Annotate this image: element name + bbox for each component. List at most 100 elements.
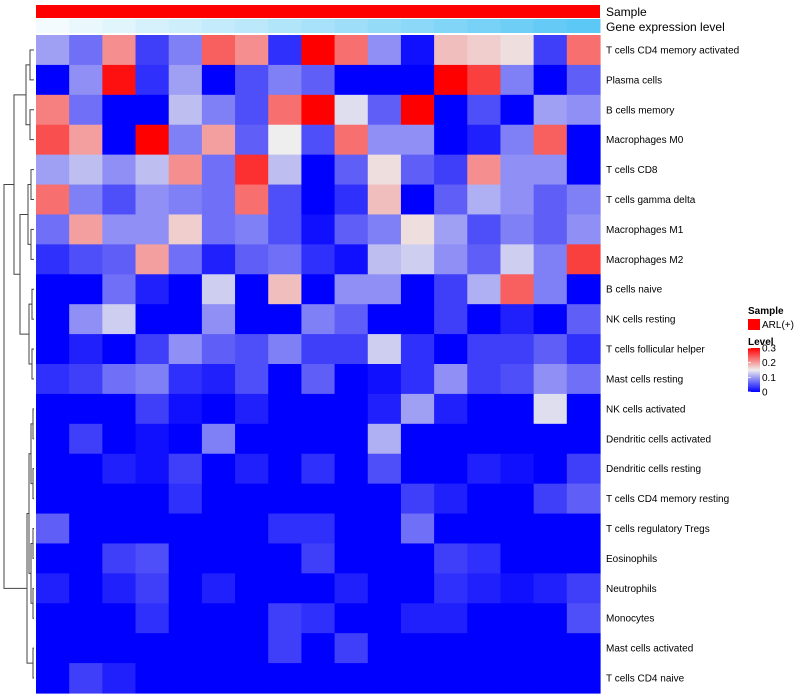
heatmap-cell xyxy=(334,543,369,574)
heatmap-cell xyxy=(135,154,170,186)
heatmap-cell xyxy=(69,244,103,275)
heatmap-cell xyxy=(168,603,203,634)
heatmap-cell xyxy=(69,184,103,216)
heatmap-cell xyxy=(367,304,402,335)
heatmap-cell xyxy=(434,663,468,694)
heatmap-cell xyxy=(102,244,137,275)
heatmap-cell xyxy=(434,334,468,365)
expression-track-cell xyxy=(533,19,568,33)
expression-track-cell xyxy=(135,19,170,33)
row-label: T cells CD4 naive xyxy=(606,674,685,685)
heatmap-cell xyxy=(566,334,601,365)
heatmap-cell xyxy=(301,453,336,485)
heatmap-cell xyxy=(566,304,601,335)
heatmap-cell xyxy=(434,124,468,156)
heatmap-cell xyxy=(135,94,170,126)
heatmap-cell xyxy=(301,633,336,664)
heatmap-cell xyxy=(235,304,269,335)
heatmap-cell xyxy=(102,214,137,245)
heatmap-cell xyxy=(36,304,70,335)
heatmap-cell xyxy=(235,423,269,455)
heatmap-cell xyxy=(102,64,137,96)
heatmap-cell xyxy=(201,633,236,664)
heatmap-cell xyxy=(301,663,336,694)
heatmap-cell xyxy=(334,124,369,156)
heatmap-cell xyxy=(566,663,601,694)
heatmap-cell xyxy=(135,334,170,365)
heatmap-cell xyxy=(201,423,236,455)
row-label: T cells regulatory Tregs xyxy=(606,524,710,535)
heatmap-cell xyxy=(235,124,269,156)
heatmap-cell xyxy=(235,214,269,245)
heatmap-cell xyxy=(400,573,435,604)
heatmap-cell xyxy=(566,124,601,156)
heatmap-cell xyxy=(268,633,303,664)
heatmap-cell xyxy=(566,364,601,395)
row-label: T cells CD8 xyxy=(606,165,658,176)
row-label: Macrophages M0 xyxy=(606,135,684,146)
heatmap-cell xyxy=(434,483,468,515)
heatmap-cell xyxy=(301,274,336,305)
heatmap-cell xyxy=(467,334,502,365)
heatmap-cell xyxy=(301,94,336,126)
heatmap-cell xyxy=(467,393,502,425)
heatmap-cell xyxy=(235,483,269,515)
heatmap-cell xyxy=(367,423,402,455)
heatmap-cell xyxy=(36,154,70,186)
heatmap-cell xyxy=(434,603,468,634)
heatmap-cell xyxy=(400,663,435,694)
heatmap-cell xyxy=(201,663,236,694)
heatmap-cell xyxy=(367,184,402,216)
heatmap-cell xyxy=(69,154,103,186)
heatmap-cell xyxy=(168,64,203,96)
heatmap-cell xyxy=(533,124,568,156)
row-label: Dendritic cells resting xyxy=(606,464,701,475)
heatmap-cell xyxy=(36,453,70,485)
heatmap-cell xyxy=(434,214,468,245)
heatmap-cell xyxy=(367,603,402,634)
heatmap-cell xyxy=(268,334,303,365)
heatmap-cell xyxy=(135,64,170,96)
heatmap-cell xyxy=(434,274,468,305)
heatmap-cell xyxy=(102,483,137,515)
heatmap-cell xyxy=(500,214,535,245)
heatmap-cell xyxy=(135,35,170,66)
row-label: NK cells resting xyxy=(606,315,675,326)
legend-tick-label: 0.1 xyxy=(762,373,776,384)
heatmap-cell xyxy=(434,573,468,604)
heatmap-cell xyxy=(201,573,236,604)
heatmap-cell xyxy=(367,154,402,186)
heatmap-cell xyxy=(533,393,568,425)
heatmap-cell xyxy=(467,543,502,574)
heatmap-cell xyxy=(135,483,170,515)
heatmap-cell xyxy=(69,214,103,245)
heatmap-cell xyxy=(467,663,502,694)
heatmap-cell xyxy=(268,35,303,66)
heatmap-cell xyxy=(168,513,203,545)
heatmap-cell xyxy=(400,603,435,634)
heatmap-cell xyxy=(168,334,203,365)
heatmap-cell xyxy=(69,453,103,485)
heatmap-cell xyxy=(367,244,402,275)
heatmap-cell xyxy=(500,483,535,515)
expression-track-cell xyxy=(201,19,236,33)
heatmap-cell xyxy=(268,244,303,275)
row-label: T cells CD4 memory activated xyxy=(606,46,739,57)
heatmap-cell xyxy=(235,573,269,604)
row-label: B cells memory xyxy=(606,105,674,116)
heatmap-cell xyxy=(334,513,369,545)
heatmap-cell xyxy=(36,603,70,634)
heatmap-cell xyxy=(334,334,369,365)
heatmap-cell xyxy=(533,603,568,634)
heatmap-cell xyxy=(301,304,336,335)
dendrogram-branch xyxy=(31,288,34,320)
heatmap-cell xyxy=(135,603,170,634)
dendrogram-branch xyxy=(26,513,33,664)
heatmap-cell xyxy=(168,304,203,335)
heatmap-cell xyxy=(367,334,402,365)
heatmap-cell xyxy=(201,453,236,485)
heatmap-cell xyxy=(301,244,336,275)
heatmap-cell xyxy=(434,423,468,455)
row-label: Monocytes xyxy=(606,614,654,625)
heatmap-cell xyxy=(467,453,502,485)
